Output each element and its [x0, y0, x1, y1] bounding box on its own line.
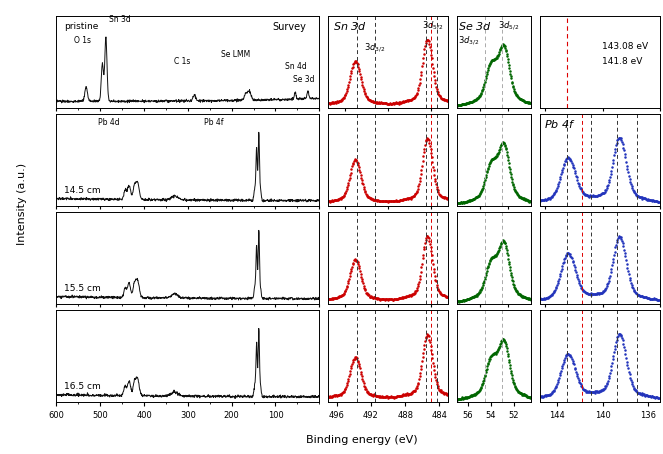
- Text: Se LMM: Se LMM: [221, 50, 250, 59]
- Text: O 1s: O 1s: [74, 36, 91, 45]
- Text: Sn 3d: Sn 3d: [109, 15, 131, 25]
- Text: Pb 4$f$: Pb 4$f$: [544, 118, 576, 130]
- Text: Sn 3$d$: Sn 3$d$: [333, 20, 367, 32]
- Text: $3d_{3/2}$: $3d_{3/2}$: [458, 34, 479, 47]
- Text: Se 3$d$: Se 3$d$: [458, 20, 492, 32]
- Text: Survey: Survey: [272, 22, 306, 32]
- Text: pristine: pristine: [64, 22, 99, 31]
- Text: 143.08 eV: 143.08 eV: [602, 42, 648, 50]
- Text: Pb 4f: Pb 4f: [204, 118, 224, 127]
- Text: Intensity (a.u.): Intensity (a.u.): [17, 163, 27, 245]
- Text: 16.5 cm: 16.5 cm: [64, 382, 101, 391]
- Text: 15.5 cm: 15.5 cm: [64, 284, 101, 293]
- Text: 14.5 cm: 14.5 cm: [64, 186, 101, 195]
- Text: Se 3d: Se 3d: [293, 75, 314, 84]
- Text: C 1s: C 1s: [174, 57, 191, 65]
- Text: $3d_{5/2}$: $3d_{5/2}$: [422, 20, 443, 32]
- Text: 141.8 eV: 141.8 eV: [602, 57, 642, 66]
- Text: $3d_{5/2}$: $3d_{5/2}$: [497, 20, 519, 32]
- Text: Binding energy (eV): Binding energy (eV): [306, 434, 417, 444]
- Text: Sn 4d: Sn 4d: [285, 62, 307, 71]
- Text: $3d_{3/2}$: $3d_{3/2}$: [364, 42, 385, 54]
- Text: Pb 4d: Pb 4d: [98, 118, 120, 127]
